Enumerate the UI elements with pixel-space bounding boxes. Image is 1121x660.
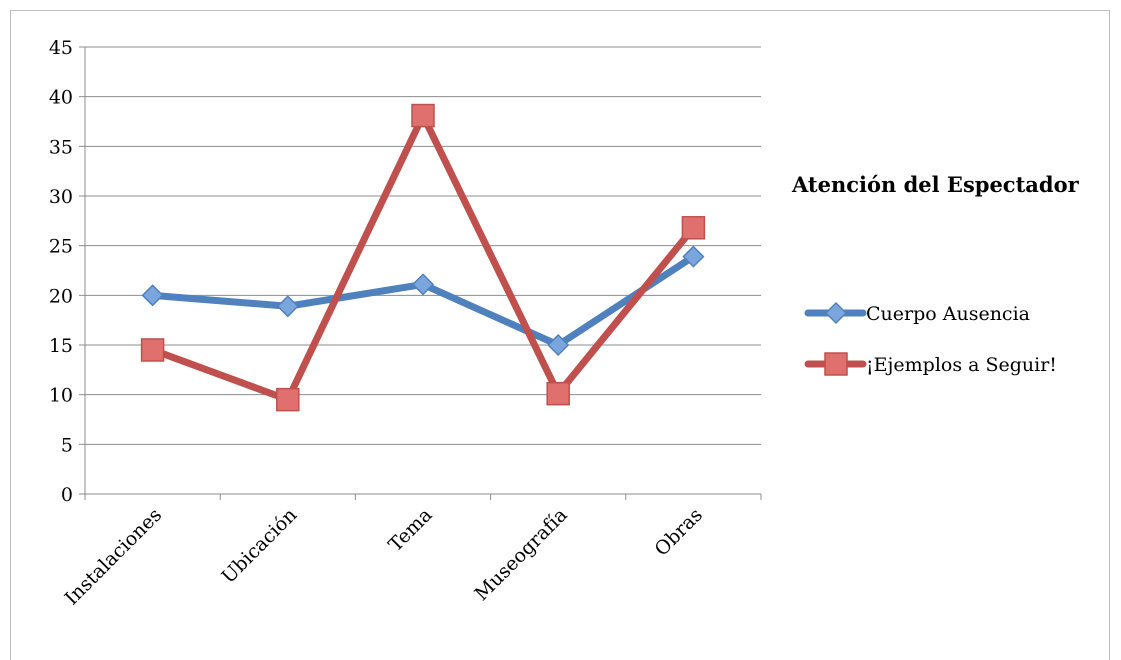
x-tick-label: Tema <box>384 504 436 556</box>
data-point <box>276 387 300 412</box>
data-point <box>681 216 706 240</box>
y-tick-label: 30 <box>49 186 73 208</box>
gridlines <box>85 46 761 445</box>
y-tick-label: 5 <box>61 434 73 456</box>
y-tick-label: 0 <box>61 484 73 506</box>
data-point <box>411 103 435 128</box>
data-point <box>546 381 570 406</box>
series-lines <box>149 112 697 404</box>
x-tick-label: Ubicación <box>217 504 301 588</box>
data-point <box>682 245 705 268</box>
y-tick-label: 40 <box>49 87 73 109</box>
data-point <box>276 295 299 318</box>
legend-item: ¡Ejemplos a Seguir! <box>804 352 1057 376</box>
y-tick-label: 45 <box>49 37 73 59</box>
tick-labels: 0 5 10 15 20 25 30 35 40 45 Instalaciones Ubicación… <box>49 37 707 610</box>
legend: Cuerpo Ausencia ¡Ejemplos a Seguir! <box>804 301 1057 376</box>
series-markers <box>140 103 706 412</box>
y-tick-label: 10 <box>49 385 73 407</box>
x-tick-label: Instalaciones <box>61 504 167 610</box>
data-point <box>140 338 165 362</box>
legend-marker <box>824 301 848 325</box>
y-tick-label: 15 <box>49 335 73 357</box>
legend-item: Cuerpo Ausencia <box>804 301 1030 325</box>
y-tick-label: 20 <box>49 285 73 307</box>
legend-label: ¡Ejemplos a Seguir! <box>866 354 1057 376</box>
legend-marker <box>824 352 848 376</box>
y-tick-label: 35 <box>49 136 73 158</box>
data-point <box>411 273 435 296</box>
y-tick-label: 25 <box>49 236 73 258</box>
chart-title: Atención del Espectador <box>791 172 1080 197</box>
data-point <box>547 333 570 357</box>
axes <box>79 46 762 500</box>
chart-frame <box>10 10 1110 660</box>
x-tick-label: Museografía <box>471 504 572 605</box>
x-tick-label: Obras <box>650 504 707 561</box>
series-line <box>149 112 697 404</box>
legend-label: Cuerpo Ausencia <box>866 303 1030 325</box>
data-point <box>141 284 164 307</box>
